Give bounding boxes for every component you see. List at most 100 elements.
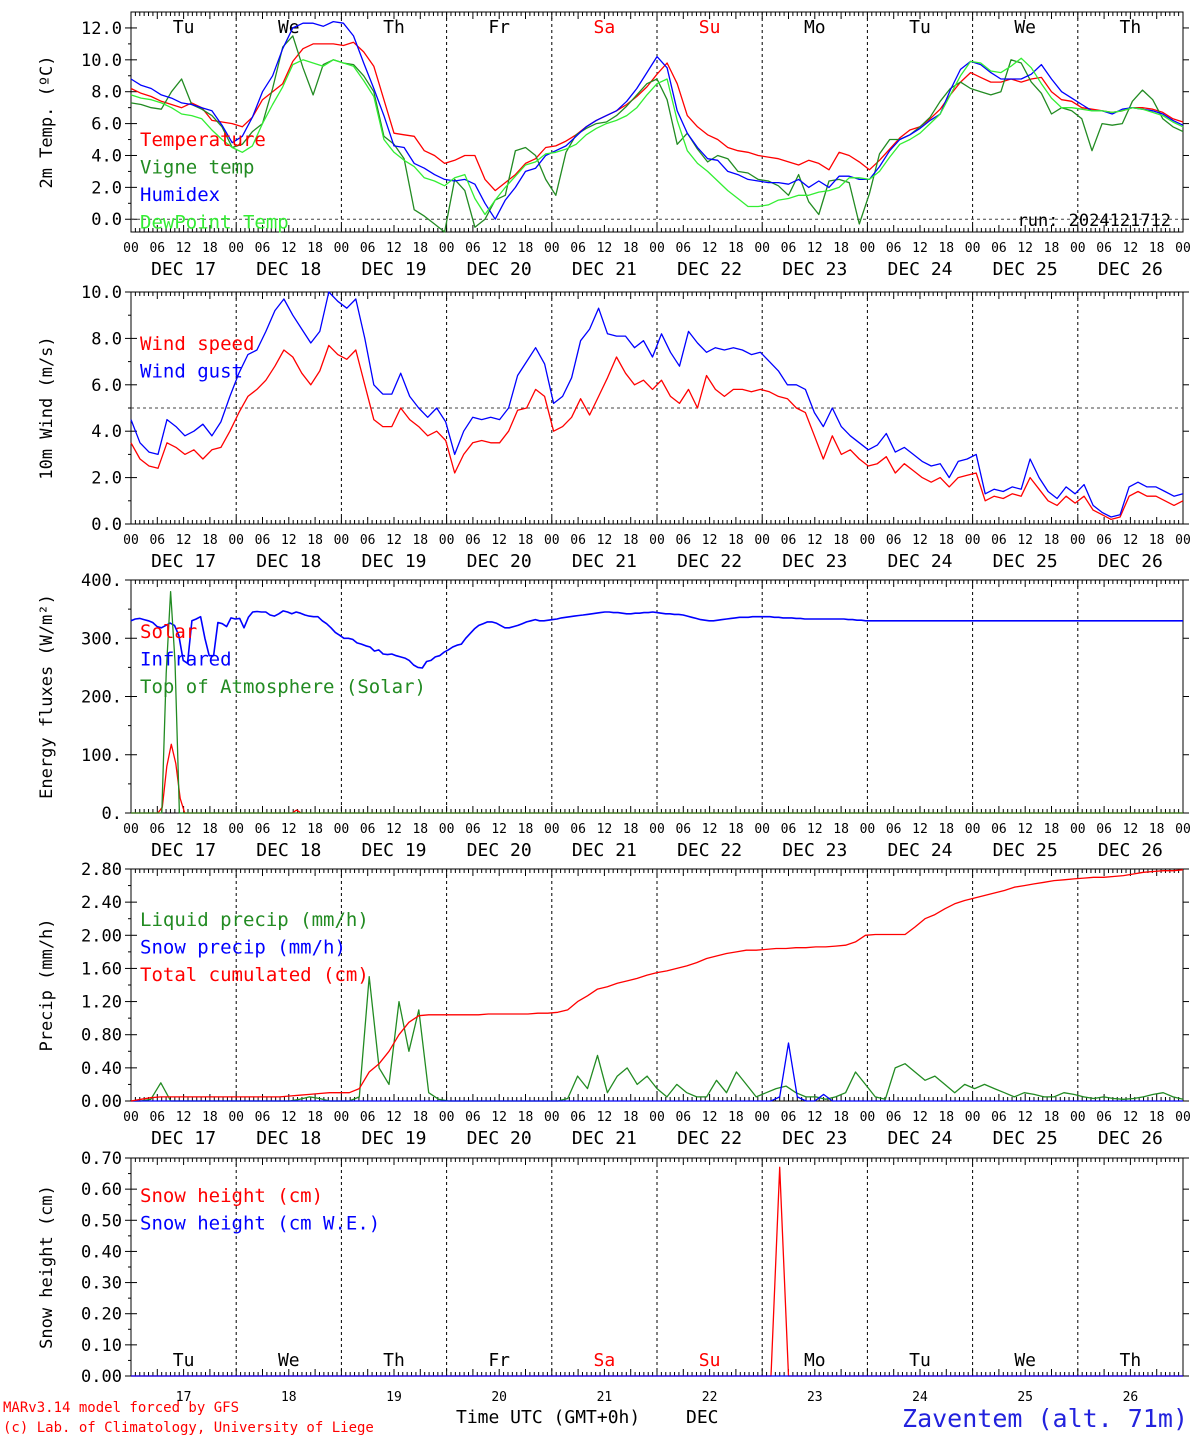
hour-tick-label: 00 (965, 1110, 981, 1125)
panels: 0.0 2.0 4.0 6.0 8.0 10.0 12.0 2m Temp. (ºC) 00 06… (37, 11, 1191, 1405)
hour-tick-label: 00 (754, 1110, 770, 1125)
hour-tick-label: 18 (1044, 241, 1060, 256)
hour-tick-label: 12 (1017, 241, 1033, 256)
y-tick-label: 10.0 (81, 51, 122, 71)
date-label: DEC 23 (782, 1128, 847, 1149)
date-label: DEC 19 (361, 551, 426, 572)
date-label: DEC 25 (993, 551, 1058, 572)
hour-tick-label: 06 (675, 1110, 691, 1125)
date-label: DEC 18 (256, 840, 321, 861)
y-tick-label: 0.80 (81, 1026, 122, 1046)
y-tick-label: 0. (102, 804, 122, 824)
hour-tick-label: 12 (281, 822, 297, 837)
hour-tick-label: 12 (912, 533, 928, 548)
y-axis-label: 10m Wind (m/s) (37, 336, 57, 479)
series-line-infrared (130, 610, 1183, 669)
hour-tick-label: 00 (649, 822, 665, 837)
day-of-week-label: Tu (173, 17, 195, 38)
y-tick-label: 0.40 (81, 1059, 122, 1079)
date-label: DEC 18 (256, 551, 321, 572)
hour-tick-label: 00 (228, 241, 244, 256)
day-of-week-label: Fr (488, 17, 510, 38)
hour-tick-label: 18 (518, 533, 534, 548)
hour-tick-label: 12 (491, 822, 507, 837)
day-of-week-label: Su (699, 1350, 721, 1371)
hour-tick-label: 18 (623, 822, 639, 837)
hour-tick-label: 18 (307, 241, 323, 256)
hour-tick-label: 06 (149, 1110, 165, 1125)
hour-tick-label: 00 (965, 533, 981, 548)
hour-tick-label: 12 (176, 533, 192, 548)
day-number-label: 23 (807, 1390, 823, 1405)
hour-tick-label: 06 (255, 533, 271, 548)
date-label: DEC 21 (572, 840, 637, 861)
hour-tick-label: 12 (281, 1110, 297, 1125)
day-of-week-label: Tu (909, 17, 931, 38)
hour-tick-label: 12 (1123, 822, 1139, 837)
day-of-week-label: Sa (594, 1350, 616, 1371)
hour-tick-label: 18 (623, 241, 639, 256)
y-tick-label: 8.0 (91, 83, 122, 103)
date-label: DEC 26 (1098, 1128, 1163, 1149)
date-label: DEC 17 (151, 840, 216, 861)
hour-tick-label: 12 (807, 533, 823, 548)
day-of-week-label: Th (383, 1350, 405, 1371)
hour-tick-label: 06 (1096, 1110, 1112, 1125)
hour-tick-label: 12 (386, 241, 402, 256)
hour-tick-label: 00 (439, 822, 455, 837)
hour-tick-label: 18 (728, 533, 744, 548)
hour-tick-label: 00 (965, 241, 981, 256)
hour-tick-label: 12 (807, 1110, 823, 1125)
date-label: DEC 20 (467, 551, 532, 572)
hour-tick-label: 12 (1123, 241, 1139, 256)
y-tick-label: 4.0 (91, 146, 122, 166)
hour-tick-label: 06 (255, 241, 271, 256)
run-label: run: 2024121712 (1017, 211, 1171, 231)
hour-tick-label: 18 (518, 241, 534, 256)
day-number-label: 22 (702, 1390, 718, 1405)
date-label: DEC 18 (256, 1128, 321, 1149)
series-line-liquid-precip-mm-h- (131, 976, 1184, 1102)
legend-entry: Temperature (140, 129, 266, 151)
date-label: DEC 23 (782, 551, 847, 572)
hour-tick-label: 00 (123, 533, 139, 548)
y-tick-label: 12.0 (81, 19, 122, 39)
hour-tick-label: 06 (465, 1110, 481, 1125)
hour-tick-label: 18 (1044, 822, 1060, 837)
y-axis-label: Precip (mm/h) (37, 918, 57, 1051)
hour-tick-label: 00 (649, 241, 665, 256)
hour-tick-label: 00 (860, 241, 876, 256)
y-axis-label: Snow height (cm) (37, 1185, 57, 1349)
day-of-week-label: We (278, 17, 300, 38)
date-label: DEC 22 (677, 551, 742, 572)
hour-tick-label: 06 (675, 822, 691, 837)
hour-tick-label: 06 (149, 822, 165, 837)
hour-tick-label: 18 (728, 1110, 744, 1125)
hour-tick-label: 12 (386, 822, 402, 837)
hour-tick-label: 06 (149, 533, 165, 548)
date-label: DEC 25 (993, 1128, 1058, 1149)
hour-tick-label: 12 (176, 241, 192, 256)
date-label: DEC 19 (361, 259, 426, 280)
hour-tick-label: 06 (886, 1110, 902, 1125)
hour-tick-label: 18 (938, 1110, 954, 1125)
date-label: DEC 19 (361, 840, 426, 861)
hour-tick-label: 06 (991, 822, 1007, 837)
hour-tick-label: 00 (649, 1110, 665, 1125)
hour-tick-label: 18 (1149, 241, 1165, 256)
y-tick-label: 0.20 (81, 1305, 122, 1325)
hour-tick-label: 06 (570, 822, 586, 837)
hour-tick-label: 12 (912, 1110, 928, 1125)
y-axis-label: Energy fluxes (W/m²) (37, 594, 57, 799)
legend-entry: Wind gust (140, 361, 243, 383)
day-number-label: 17 (176, 1390, 192, 1405)
hour-tick-label: 12 (807, 822, 823, 837)
hour-tick-label: 18 (833, 822, 849, 837)
hour-tick-label: 06 (675, 241, 691, 256)
legend-entry: Liquid precip (mm/h) (140, 909, 369, 931)
hour-tick-label: 12 (912, 241, 928, 256)
station-title: Zaventem (alt. 71m) (902, 1404, 1188, 1433)
date-label: DEC 21 (572, 551, 637, 572)
y-tick-label: 2.40 (81, 893, 122, 913)
legend-entry: Solar (140, 621, 197, 643)
